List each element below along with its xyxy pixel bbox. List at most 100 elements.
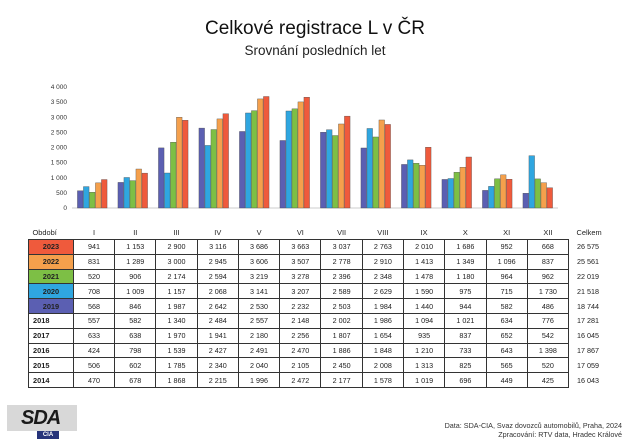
table-cell: 3 037	[320, 239, 363, 255]
bar-2020-X	[447, 178, 454, 209]
table-cell: 1 686	[444, 239, 487, 255]
table-cell: 941	[72, 239, 116, 255]
month-header: VIII	[377, 227, 389, 237]
bar-2020-XI	[488, 186, 495, 209]
table-cell: 1 289	[114, 253, 157, 270]
row-total: 26 575	[577, 242, 600, 252]
table-cell: 1 440	[402, 298, 446, 314]
y-tick-label: 0	[63, 205, 67, 212]
table-row: 2022 831 1 289 3 000 2 945 3 606 3 507 2 778 2 9…	[28, 253, 630, 270]
year-label: 2019	[28, 298, 74, 314]
table-cell: 1 848	[361, 342, 404, 359]
bar-2023-VIII	[384, 124, 391, 209]
bar-2019-IX	[401, 164, 408, 209]
bar-2023-XI	[506, 179, 513, 209]
table-cell: 2 180	[237, 327, 281, 344]
total-label: Celkem	[576, 227, 602, 237]
table-cell: 1 886	[320, 342, 363, 359]
data-table: Období I II III IV V VI VII VIII IX X XI XII Celkem 20…	[28, 225, 630, 388]
processing-line: Zpracování: RTV data, Hradec Králové	[498, 430, 622, 439]
table-cell: 2 348	[361, 268, 404, 285]
bar-2019-XI	[482, 190, 489, 209]
table-cell: 2 910	[361, 253, 404, 270]
row-total: 16 045	[577, 331, 600, 341]
table-cell: 3 686	[237, 239, 281, 255]
table-cell: 449	[485, 372, 528, 388]
row-total: 17 059	[577, 360, 600, 370]
bar-2020-III	[164, 172, 171, 209]
table-cell: 3 606	[237, 253, 281, 270]
table-cell: 798	[114, 342, 157, 359]
bar-2023-II	[141, 172, 148, 209]
bar-2021-II	[129, 180, 136, 209]
bar-2022-VII	[338, 123, 345, 209]
bar-2022-IX	[419, 165, 426, 209]
bar-2022-VI	[297, 101, 304, 209]
bar-2021-VII	[332, 135, 339, 209]
bar-2023-XII	[546, 187, 553, 209]
table-cell: 1 785	[155, 357, 198, 374]
table-cell: 2 256	[279, 327, 322, 344]
bar-2023-X	[465, 156, 472, 209]
table-cell: 2 215	[196, 372, 239, 388]
bar-chart: 0 500 1 000 1 500 2 000 2 500 3 000 3 500 4 000	[51, 84, 558, 212]
table-cell: 1 984	[361, 298, 404, 314]
table-cell: 3 207	[279, 283, 322, 300]
table-cell: 906	[114, 268, 157, 285]
table-cell: 2 503	[320, 298, 363, 314]
table-cell: 964	[485, 268, 528, 285]
table-row: 2014 470 678 1 868 2 215 1 996 2 472 2 177 1 578…	[28, 372, 630, 388]
table-cell: 470	[72, 372, 116, 388]
table-cell: 2 900	[155, 239, 198, 255]
table-row: 2023 941 1 153 2 900 3 116 3 686 3 663 3 037 2 7…	[28, 239, 630, 255]
bar-2020-IX	[407, 159, 414, 209]
bar-2021-III	[170, 142, 177, 209]
table-cell: 1 730	[526, 283, 570, 300]
table-cell: 506	[72, 357, 116, 374]
month-header: XI	[503, 227, 511, 237]
table-cell: 3 278	[279, 268, 322, 285]
table-cell: 1 313	[402, 357, 446, 374]
table-cell: 1 096	[485, 253, 528, 270]
table-row: 2019 568 846 1 987 2 642 2 530 2 232 2 503 1 984…	[28, 298, 630, 314]
bar-2020-V	[245, 112, 252, 209]
bar-2020-VIII	[366, 128, 373, 209]
table-row: 2017 633 638 1 970 1 941 2 180 2 256 1 807 1 654…	[28, 327, 630, 344]
table-cell: 935	[402, 327, 446, 344]
table-cell: 2 491	[237, 342, 281, 359]
table-cell: 1 413	[402, 253, 446, 270]
table-cell: 1 478	[402, 268, 446, 285]
table-cell: 643	[485, 342, 528, 359]
year-label: 2023	[28, 239, 74, 255]
row-total: 16 043	[577, 375, 600, 385]
table-cell: 1 210	[402, 342, 446, 359]
table-cell: 2 105	[279, 357, 322, 374]
table-cell: 776	[526, 312, 570, 329]
table-cell: 2 148	[279, 312, 322, 329]
table-cell: 962	[526, 268, 570, 285]
table-cell: 1 941	[196, 327, 239, 344]
table-cell: 2 763	[361, 239, 404, 255]
y-tick-label: 3 000	[51, 114, 68, 121]
table-cell: 2 484	[196, 312, 239, 329]
table-cell: 2 232	[279, 298, 322, 314]
bar-2022-XII	[540, 182, 547, 209]
table-cell: 3 000	[155, 253, 198, 270]
table-cell: 2 470	[279, 342, 322, 359]
bar-2021-VIII	[372, 136, 379, 209]
table-cell: 2 945	[196, 253, 239, 270]
table-cell: 1 986	[361, 312, 404, 329]
table-cell: 1 654	[361, 327, 404, 344]
bar-2021-IV	[210, 129, 217, 209]
table-cell: 1 009	[114, 283, 157, 300]
table-cell: 3 219	[237, 268, 281, 285]
table-cell: 3 663	[279, 239, 322, 255]
row-total: 22 019	[577, 271, 600, 281]
table-cell: 2 396	[320, 268, 363, 285]
table-row: 2020 708 1 009 1 157 2 068 3 141 3 207 2 589 2 6…	[28, 283, 630, 300]
table-cell: 2 174	[155, 268, 198, 285]
year-label: 2015	[28, 357, 74, 374]
table-cell: 633	[72, 327, 116, 344]
bar-2022-II	[135, 168, 142, 209]
bar-2019-X	[441, 179, 448, 209]
